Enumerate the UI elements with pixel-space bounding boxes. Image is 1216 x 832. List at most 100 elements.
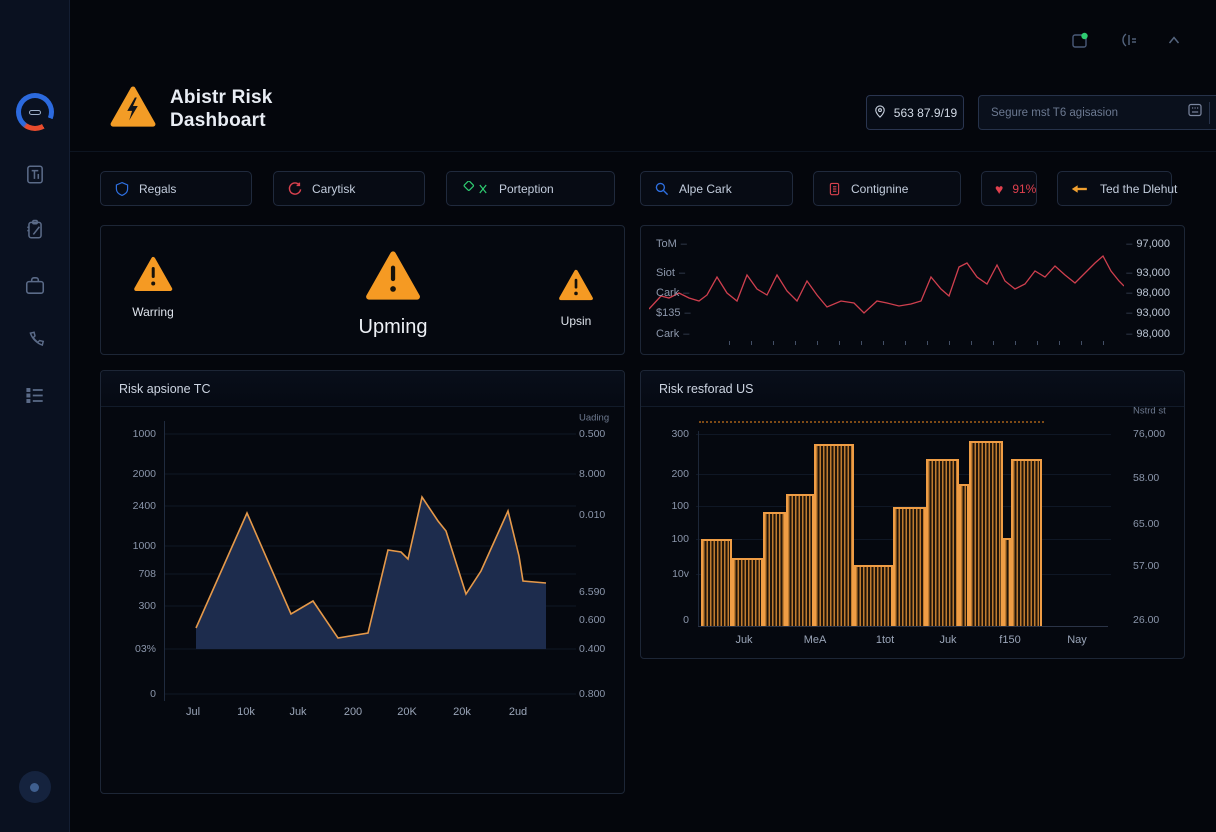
x-axis-label: 20K (397, 706, 417, 718)
alert-item: Upsin (558, 269, 594, 328)
status-badge-icon[interactable] (1070, 30, 1090, 55)
filter-chip-ted-the-dlehut[interactable]: Ted the Dlehut (1057, 171, 1177, 206)
x-axis-label: Jul (185, 706, 201, 718)
alert-item: Upming (358, 250, 428, 339)
axis-tick-label: 100 (671, 500, 689, 512)
x-axis-label: 200 (343, 706, 363, 718)
axis-tick-label: 300 (671, 428, 689, 440)
filter-chip-alpe-cark[interactable]: Alpe Cark (640, 171, 793, 206)
axis-tick-label: 300 (138, 600, 156, 612)
x-axis-label: f150 (999, 634, 1021, 646)
filter-chip-porteption[interactable]: Porteption (446, 171, 615, 206)
header: Abistr Risk Dashboart 563 87.9/19 (70, 60, 1216, 152)
axis-tick-label: 0 (150, 688, 156, 700)
bar-segment (763, 512, 786, 626)
axis-tick-label: 65.00 (1133, 518, 1160, 530)
chip-label: Contignine (851, 181, 909, 196)
search-box (978, 95, 1216, 130)
bar-segment (1003, 538, 1011, 626)
document-icon (827, 181, 842, 197)
axis-tick-label: 8.000 (579, 468, 606, 480)
axis-tick-label: 0.500 (579, 428, 606, 440)
dotted-gridline (699, 421, 1044, 423)
location-button[interactable]: 563 87.9/19 (866, 95, 964, 130)
axis-tick-label: 0.010 (579, 509, 606, 521)
axis-tick-label: 58.00 (1133, 472, 1160, 484)
brand: Abistr Risk Dashboart (110, 86, 273, 133)
alert-label: Upming (358, 316, 428, 338)
report-icon[interactable] (24, 164, 46, 191)
axis-tick-label: 2000 (132, 468, 156, 480)
axis-tick-label: 10v (672, 568, 689, 580)
y-axis-right-title: Nstrd st (1133, 405, 1166, 417)
filter-chip-contignine[interactable]: Contignine (813, 171, 961, 206)
stat-value: –93,000 (1126, 307, 1170, 319)
bar-segment (786, 494, 814, 626)
shield-icon (114, 181, 130, 197)
warning-triangle-icon (558, 269, 594, 306)
scroll-dot-button[interactable] (18, 771, 51, 803)
bar-segment (969, 441, 1003, 626)
filter-chip-regals[interactable]: Regals (100, 171, 252, 206)
list-icon[interactable] (24, 385, 46, 412)
bar-series (701, 431, 1106, 626)
gauge-logo-icon[interactable] (15, 93, 54, 131)
stat-label: Cark – (656, 328, 690, 340)
axis-tick-label: 6.590 (579, 586, 606, 598)
x-axis-line (698, 626, 1108, 627)
axis-tick-label: 100 (671, 533, 689, 545)
area-chart-panel: Risk apsione TC Uading 1000 2000 2400 1000 7… (100, 370, 625, 794)
warning-triangle-icon (133, 256, 173, 297)
location-value: 563 87.9/19 (893, 105, 958, 120)
divider (1209, 101, 1210, 124)
x-axis-label: 1tot (875, 634, 895, 646)
page-title: Abistr Risk Dashboart (170, 87, 273, 131)
stat-label: Siot – (656, 267, 686, 279)
x-axis-label: Nay (1067, 634, 1087, 646)
chip-label: Porteption (499, 181, 554, 196)
x-axis-label: 10k (237, 706, 255, 718)
clipboard-edit-icon[interactable] (24, 219, 46, 246)
y-axis-line (698, 431, 699, 626)
axis-tick-label: 57.00 (1133, 560, 1160, 572)
chip-label: Ted the Dlehut (1100, 181, 1178, 196)
sliders-icon[interactable] (1120, 31, 1138, 54)
phone-icon[interactable] (24, 330, 46, 357)
chip-label: 91% (1012, 181, 1037, 196)
bar-segment (814, 444, 854, 626)
alert-item: Warring (132, 256, 174, 319)
alerts-panel: Warring Upming Upsin (100, 225, 625, 355)
refresh-icon (287, 181, 303, 197)
alert-label: Warring (132, 305, 174, 319)
axis-tick-label: 03% (134, 643, 156, 655)
axis-tick-label: 76,000 (1133, 428, 1166, 440)
sparkline-chart (649, 254, 1124, 314)
bar-segment (854, 565, 893, 626)
search-button[interactable] (1210, 96, 1216, 129)
axis-tick-label: 0 (683, 614, 689, 626)
chip-label: Regals (139, 181, 177, 196)
warning-triangle-icon (364, 250, 421, 306)
x-axis-label: 2ud (508, 706, 528, 718)
caret-up-icon[interactable] (1166, 32, 1182, 53)
bar-segment (893, 507, 926, 626)
axis-ticks (729, 332, 1125, 350)
x-axis-label: 20k (453, 706, 471, 718)
chip-label: Alpe Cark (679, 181, 732, 196)
axis-tick-label: 1000 (132, 540, 156, 552)
filter-chip-carytisk[interactable]: Carytisk (273, 171, 425, 206)
bar-segment (701, 539, 732, 626)
stat-label: ToM – (656, 238, 687, 250)
chart-title: Risk apsione TC (101, 371, 624, 407)
sidebar (0, 0, 70, 832)
filter-chip-91-[interactable]: ♥ 91% (981, 171, 1037, 206)
chip-label: Carytisk (312, 181, 356, 196)
search-input[interactable] (979, 106, 1187, 119)
area-plot (164, 421, 576, 701)
bar-chart-panel: Risk resforad US Nstrd st 300 200 100 100 10… (640, 370, 1185, 659)
briefcase-icon[interactable] (24, 275, 46, 302)
stat-label: Cark – (656, 287, 690, 299)
keypad-icon (1187, 102, 1203, 123)
x-axis-label: Juk (289, 706, 307, 718)
axis-tick-label: 0.600 (579, 614, 606, 626)
